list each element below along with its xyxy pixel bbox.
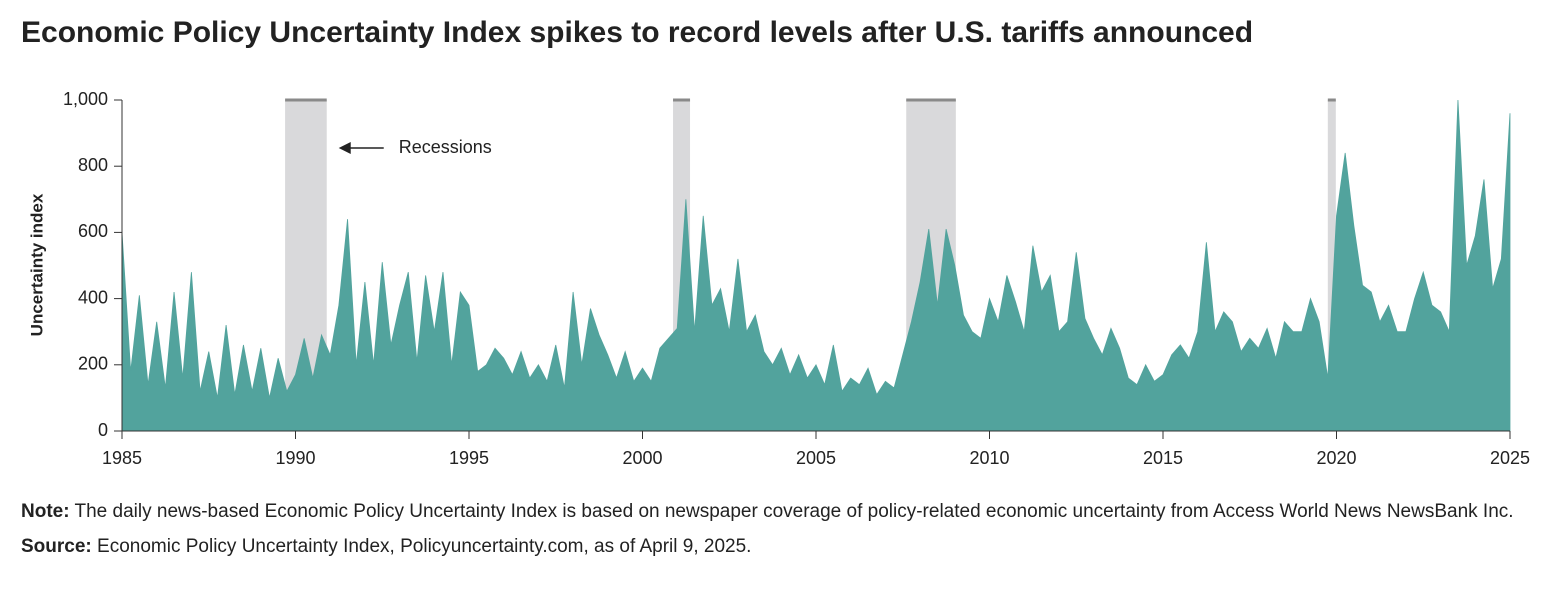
source-text: Economic Policy Uncertainty Index, Polic…	[97, 536, 752, 557]
x-tick-label: 1990	[275, 448, 315, 468]
recession-top	[906, 98, 956, 102]
annotation: Recessions	[399, 137, 492, 157]
x-tick-label: 2020	[1316, 448, 1356, 468]
chart-title: Economic Policy Uncertainty Index spikes…	[21, 16, 1253, 49]
area	[121, 99, 1511, 432]
y-tick-label: 400	[78, 287, 108, 307]
x-tick-label: 1985	[102, 448, 142, 468]
recession-top	[673, 98, 691, 102]
x-tick-label: 2015	[1143, 448, 1183, 468]
recession-top	[1327, 98, 1336, 102]
y-tick-label: 200	[78, 354, 108, 374]
y-tick-label: 800	[78, 155, 108, 175]
source: Source: Economic Policy Uncertainty Inde…	[21, 533, 1531, 560]
x-tick-label: 2005	[796, 448, 836, 468]
y-tick-label: 0	[98, 420, 108, 440]
y-axis-label: Uncertainty index	[27, 193, 46, 336]
x-tick-label: 1995	[449, 448, 489, 468]
recession-top	[285, 98, 327, 102]
x-tick-label: 2025	[1490, 448, 1530, 468]
chart: Economic Policy Uncertainty Index spikes…	[21, 16, 1530, 468]
source-label: Source:	[21, 536, 92, 557]
note-text: The daily news-based Economic Policy Unc…	[74, 501, 1514, 522]
x-tick-label: 2000	[622, 448, 662, 468]
annotation-arrowhead	[338, 142, 351, 154]
y-tick-label: 600	[78, 221, 108, 241]
notes: Note: The daily news-based Economic Poli…	[21, 498, 1531, 568]
note: Note: The daily news-based Economic Poli…	[21, 498, 1531, 525]
recession-band	[1327, 100, 1336, 431]
y-tick-label: 1,000	[63, 89, 108, 109]
note-label: Note:	[21, 501, 70, 522]
x-tick-label: 2010	[969, 448, 1009, 468]
